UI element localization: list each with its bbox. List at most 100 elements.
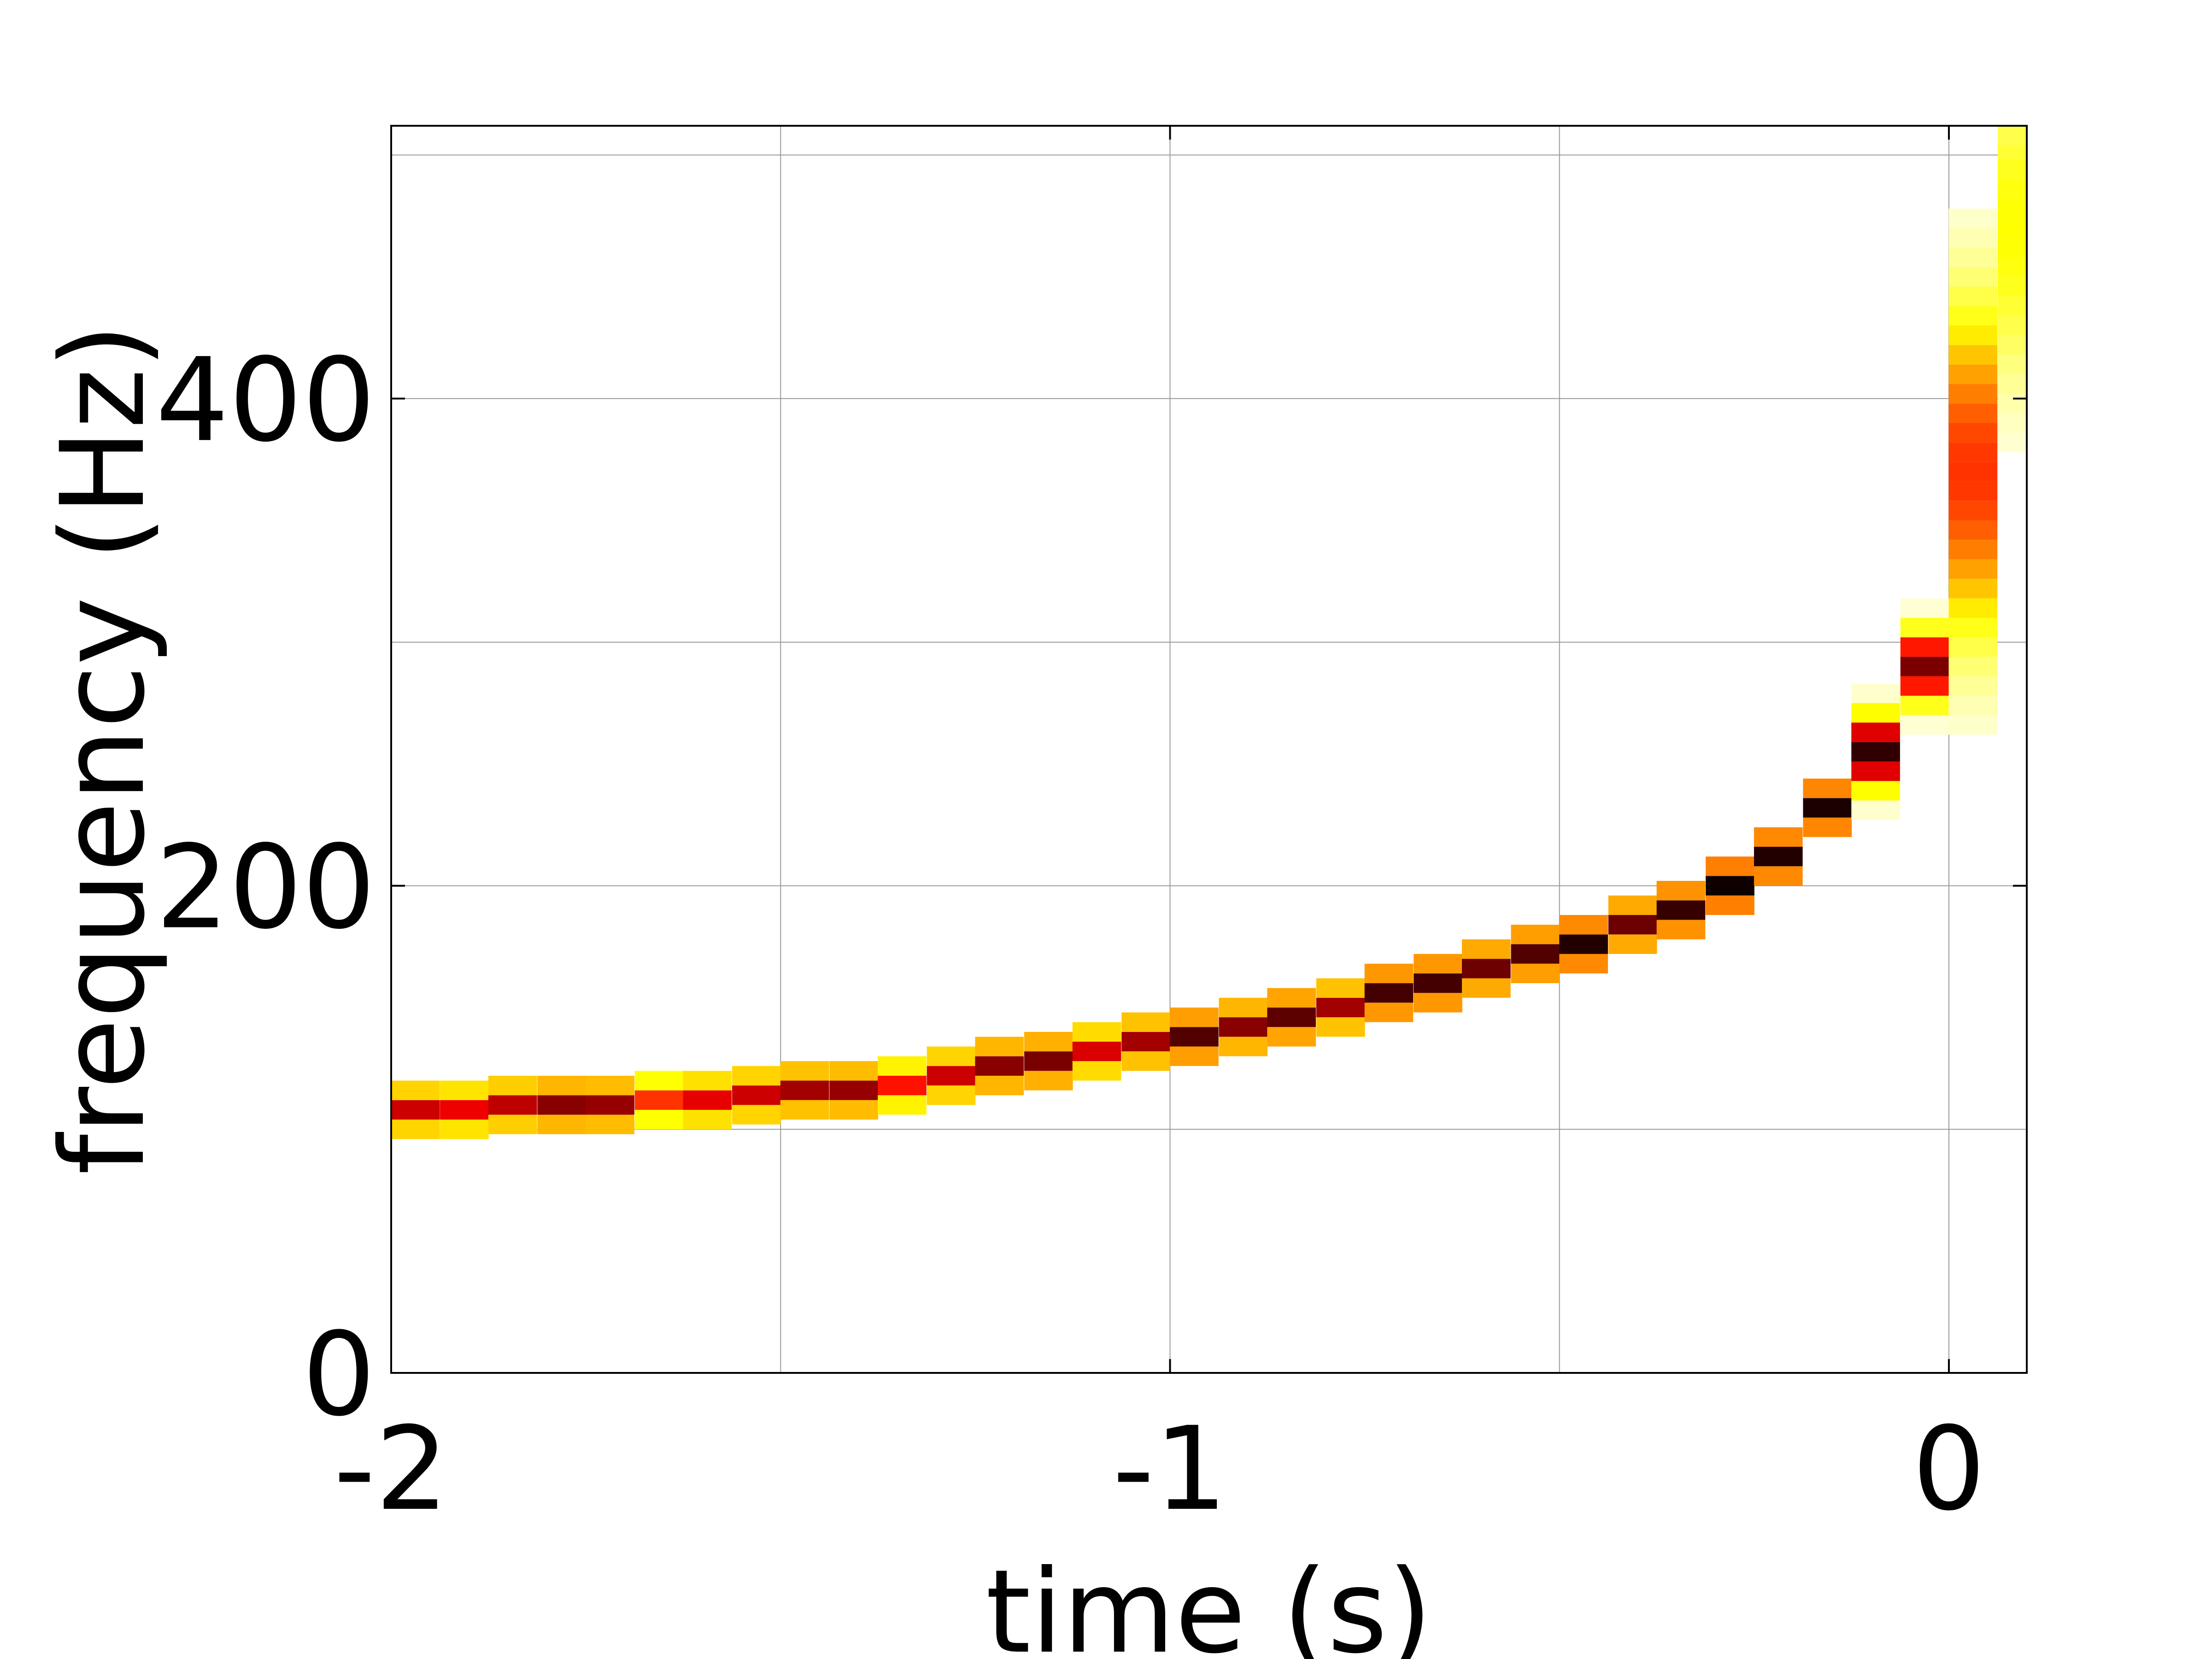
heatmap-cell bbox=[975, 1037, 1024, 1056]
heatmap-cell bbox=[1948, 384, 1998, 404]
heatmap-cell bbox=[878, 1075, 927, 1096]
heatmap-cell bbox=[1900, 637, 1949, 657]
heatmap-cell bbox=[537, 1075, 587, 1096]
heatmap-cell bbox=[1948, 696, 1998, 715]
heatmap-cell bbox=[1900, 657, 1949, 676]
heatmap-cell bbox=[1948, 286, 1998, 306]
heatmap-cell bbox=[1998, 433, 2027, 452]
heatmap-cell bbox=[488, 1114, 537, 1134]
heatmap-cell bbox=[391, 1080, 440, 1100]
heatmap-cell bbox=[1948, 501, 1998, 521]
heatmap-cell bbox=[1948, 481, 1998, 501]
heatmap-cell bbox=[1461, 978, 1511, 998]
heatmap-cell bbox=[537, 1114, 587, 1134]
heatmap-cell bbox=[1608, 915, 1657, 935]
heatmap-cell bbox=[1998, 238, 2027, 258]
heatmap-cell bbox=[440, 1120, 489, 1139]
heatmap-cell bbox=[683, 1090, 732, 1110]
heatmap-cell bbox=[440, 1080, 489, 1100]
heatmap-cell bbox=[1998, 374, 2027, 394]
heatmap-cell bbox=[1998, 296, 2027, 316]
heatmap-cell bbox=[1900, 617, 1949, 638]
heatmap-cell bbox=[1900, 598, 1949, 618]
heatmap-cell bbox=[1948, 559, 1998, 579]
heatmap-cell bbox=[1851, 683, 1900, 703]
y-tick-label: 0 bbox=[302, 1307, 376, 1442]
heatmap-cell bbox=[1414, 993, 1462, 1013]
heatmap-cell bbox=[1851, 722, 1900, 742]
heatmap-cell bbox=[391, 1120, 440, 1139]
heatmap-cell bbox=[1024, 1032, 1073, 1052]
heatmap-cell bbox=[1998, 126, 2027, 146]
heatmap-cell bbox=[1998, 354, 2027, 375]
plot-background bbox=[391, 126, 2027, 1373]
heatmap-cell bbox=[1998, 316, 2027, 335]
heatmap-cell bbox=[1998, 276, 2027, 297]
heatmap-cell bbox=[1267, 988, 1316, 1008]
heatmap-cell bbox=[1948, 715, 1998, 735]
heatmap-cell bbox=[829, 1100, 878, 1120]
heatmap-cell bbox=[1998, 257, 2027, 277]
heatmap-cell bbox=[829, 1061, 878, 1081]
heatmap-cell bbox=[1900, 696, 1949, 715]
heatmap-cell bbox=[1851, 761, 1900, 781]
heatmap-cell bbox=[732, 1085, 781, 1105]
heatmap-cell bbox=[1024, 1051, 1073, 1071]
heatmap-cell bbox=[586, 1114, 634, 1134]
heatmap-cell bbox=[1998, 413, 2027, 433]
y-axis-label: frequency (Hz) bbox=[36, 323, 170, 1175]
heatmap-cell bbox=[1656, 900, 1706, 920]
heatmap-cell bbox=[1998, 199, 2027, 218]
heatmap-cell bbox=[1414, 973, 1462, 993]
heatmap-cell bbox=[1948, 539, 1998, 560]
heatmap-cell bbox=[683, 1071, 732, 1090]
heatmap-cell bbox=[1998, 179, 2027, 199]
heatmap-cell bbox=[586, 1075, 634, 1096]
heatmap-cell bbox=[1948, 617, 1998, 638]
heatmap-cell bbox=[1948, 345, 1998, 365]
heatmap-cell bbox=[1121, 1012, 1170, 1032]
heatmap-cell bbox=[1414, 954, 1462, 973]
heatmap-cell bbox=[1656, 881, 1706, 901]
heatmap-cell bbox=[683, 1109, 732, 1130]
heatmap-cell bbox=[1851, 800, 1900, 820]
heatmap-cell bbox=[1998, 160, 2027, 180]
heatmap-cell bbox=[1948, 228, 1998, 248]
heatmap-cell bbox=[1948, 579, 1998, 598]
heatmap-cell bbox=[1706, 876, 1754, 896]
heatmap-cell bbox=[1948, 520, 1998, 540]
heatmap-cell bbox=[1316, 1017, 1365, 1037]
heatmap-cell bbox=[1948, 364, 1998, 384]
heatmap-cell bbox=[927, 1066, 976, 1086]
heatmap-cell bbox=[1608, 895, 1657, 915]
heatmap-cell bbox=[1219, 1037, 1268, 1056]
heatmap-cell bbox=[537, 1095, 587, 1115]
heatmap-cell bbox=[440, 1100, 489, 1120]
heatmap-cell bbox=[1948, 267, 1998, 287]
heatmap-cell bbox=[1851, 742, 1900, 762]
heatmap-cell bbox=[1072, 1061, 1121, 1081]
heatmap-cell bbox=[1511, 963, 1560, 984]
heatmap-cell bbox=[1072, 1041, 1121, 1061]
heatmap-cell bbox=[1219, 997, 1268, 1018]
heatmap-cell bbox=[1170, 1046, 1219, 1066]
heatmap-cell bbox=[780, 1080, 829, 1100]
heatmap-cell bbox=[634, 1109, 684, 1130]
heatmap-cell bbox=[975, 1075, 1024, 1096]
heatmap-cell bbox=[878, 1095, 927, 1115]
heatmap-cell bbox=[1219, 1017, 1268, 1037]
heatmap-cell bbox=[1024, 1071, 1073, 1090]
heatmap-cell bbox=[780, 1061, 829, 1081]
heatmap-cell bbox=[927, 1085, 976, 1105]
x-tick-label: -2 bbox=[334, 1402, 448, 1536]
heatmap-cell bbox=[1364, 983, 1414, 1003]
heatmap-cell bbox=[586, 1095, 634, 1115]
heatmap-cell bbox=[1900, 676, 1949, 696]
heatmap-cell bbox=[1851, 703, 1900, 723]
heatmap-cell bbox=[1316, 978, 1365, 998]
heatmap-cell bbox=[1948, 637, 1998, 657]
heatmap-cell bbox=[1998, 393, 2027, 413]
heatmap-cell bbox=[1656, 920, 1706, 939]
heatmap-cell bbox=[1559, 954, 1608, 973]
